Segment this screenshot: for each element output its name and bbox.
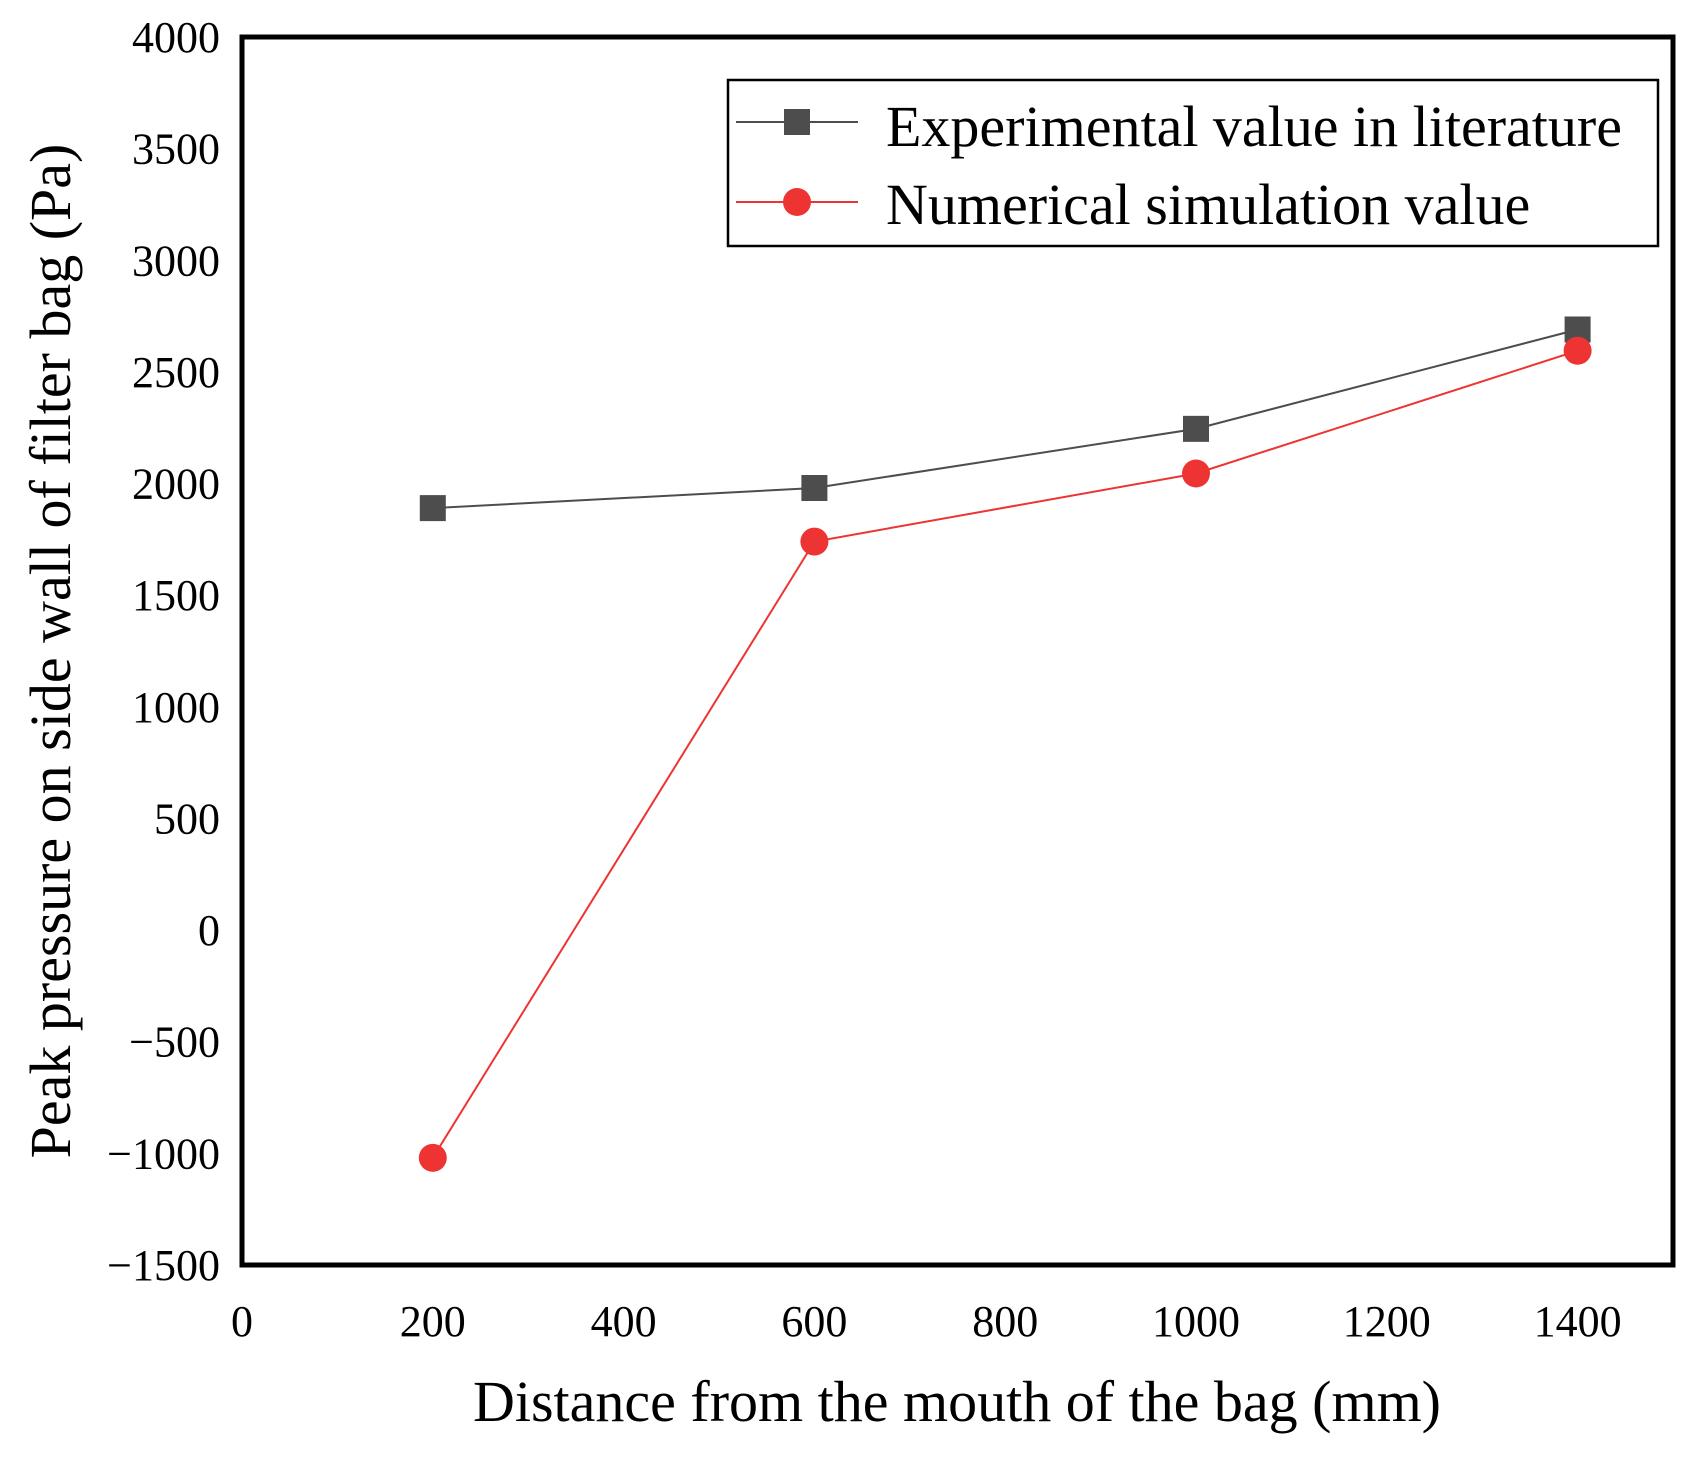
- series-line-1: [432, 328, 1578, 510]
- data-point-marker: [418, 1143, 447, 1172]
- plot-area-frame: [239, 34, 1676, 1268]
- x-tick-label: 800: [972, 1297, 1038, 1346]
- legend-label-numerical: Numerical simulation value: [886, 172, 1530, 237]
- legend-marker-numerical: [783, 188, 811, 216]
- x-tick-label: 1200: [1343, 1297, 1431, 1346]
- legend-box: [726, 78, 1660, 248]
- x-tick-label: 400: [591, 1297, 657, 1346]
- data-point-marker: [1182, 459, 1210, 488]
- y-tick-label: −500: [129, 1018, 220, 1067]
- y-tick-label: 0: [198, 906, 220, 955]
- y-tick-label: 1000: [132, 683, 220, 732]
- x-tick-label: 1000: [1152, 1297, 1240, 1346]
- legend: Experimental value in literature Numeric…: [726, 78, 1660, 248]
- data-point-marker: [800, 527, 829, 556]
- y-tick-label: 4000: [132, 13, 220, 62]
- y-tick-label: 2500: [132, 348, 220, 397]
- y-tick-label: 1500: [132, 571, 220, 620]
- y-axis-ticks: −1500 −1000 −500 0 500 1000 1500 2000 2500 3000 35…: [107, 13, 220, 1290]
- x-tick-label: 1400: [1534, 1297, 1622, 1346]
- x-tick-label: 600: [781, 1297, 847, 1346]
- legend-label-experimental: Experimental value in literature: [886, 94, 1622, 159]
- data-point-marker: [1183, 415, 1209, 442]
- y-tick-label: −1500: [107, 1241, 220, 1290]
- y-axis-title: Peak pressure on side wall of filter bag…: [18, 144, 83, 1159]
- data-point-marker: [1563, 336, 1592, 365]
- legend-marker-experimental: [784, 109, 810, 135]
- y-tick-label: 3500: [132, 125, 220, 174]
- y-tick-label: 2000: [132, 460, 220, 509]
- data-point-marker: [801, 475, 828, 502]
- x-axis-ticks: 0 200 400 600 800 1000 1200 1400: [231, 1297, 1622, 1346]
- series-line-2: [431, 349, 1578, 1159]
- data-point-marker: [419, 495, 446, 522]
- series-layer: [418, 316, 1592, 1172]
- y-tick-label: 500: [154, 794, 220, 843]
- y-tick-label: 3000: [132, 236, 220, 285]
- y-tick-label: −1000: [107, 1129, 220, 1178]
- x-tick-label: 200: [400, 1297, 466, 1346]
- x-axis-title: Distance from the mouth of the bag (mm): [473, 1369, 1441, 1434]
- x-tick-label: 0: [231, 1297, 253, 1346]
